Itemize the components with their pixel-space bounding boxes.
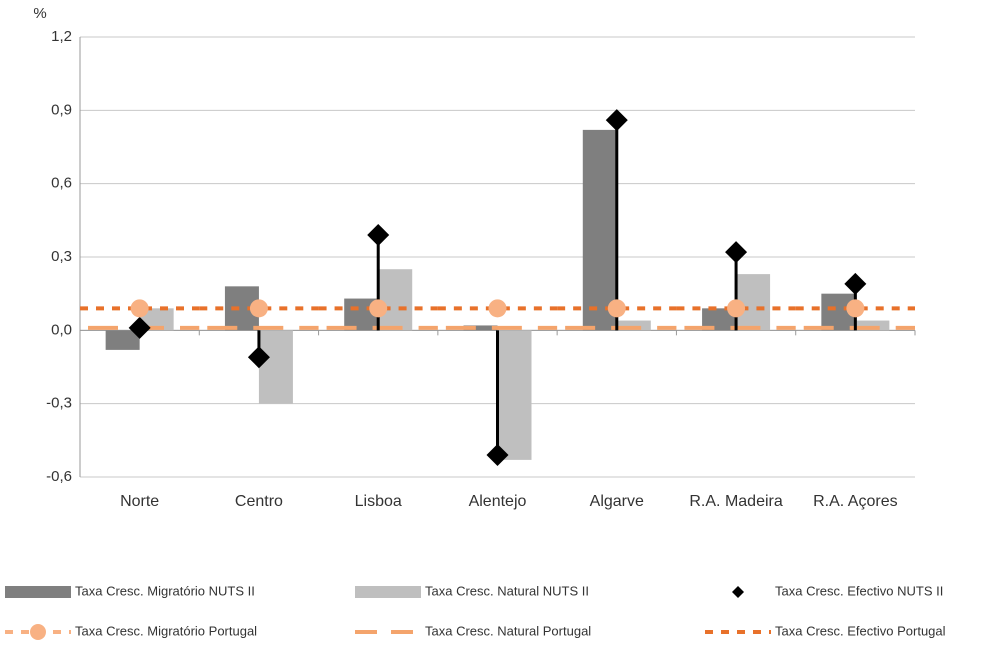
marker xyxy=(247,346,270,369)
legend-label: Taxa Cresc. Natural Portugal xyxy=(425,623,591,638)
y-tick-label: 0,3 xyxy=(51,248,72,265)
y-tick-label: 0,9 xyxy=(51,101,72,118)
legend-swatch xyxy=(5,586,71,598)
bar xyxy=(139,308,174,331)
bar xyxy=(855,320,890,331)
y-tick-label: 1,2 xyxy=(51,28,72,45)
x-tick-label: Algarve xyxy=(590,493,644,510)
legend-swatch xyxy=(355,586,421,598)
y-tick-label: -0,3 xyxy=(46,395,72,412)
x-tick-label: R.A. Açores xyxy=(813,493,897,510)
marker xyxy=(488,299,507,318)
x-tick-label: Centro xyxy=(235,493,283,510)
bar xyxy=(378,269,413,331)
bar xyxy=(616,320,651,331)
legend-swatch xyxy=(30,624,46,640)
bar xyxy=(702,308,737,331)
marker xyxy=(727,299,746,318)
bar xyxy=(258,330,293,404)
legend-label: Taxa Cresc. Efectivo NUTS II xyxy=(775,583,943,598)
x-tick-label: Norte xyxy=(120,493,159,510)
y-tick-label: 0,6 xyxy=(51,175,72,192)
marker xyxy=(607,299,626,318)
legend-label: Taxa Cresc. Natural NUTS II xyxy=(425,583,589,598)
legend-swatch xyxy=(732,586,744,598)
y-tick-label: 0,0 xyxy=(51,321,72,338)
x-tick-label: Alentejo xyxy=(469,493,527,510)
y-tick-label: -0,6 xyxy=(46,468,72,485)
y-axis-label: % xyxy=(33,5,46,22)
marker xyxy=(844,272,867,295)
bar xyxy=(105,330,140,350)
marker xyxy=(605,109,628,132)
marker xyxy=(369,299,388,318)
marker xyxy=(725,241,748,264)
marker xyxy=(128,316,151,339)
x-tick-label: R.A. Madeira xyxy=(689,493,782,510)
x-tick-label: Lisboa xyxy=(355,493,402,510)
marker xyxy=(367,224,390,246)
legend-label: Taxa Cresc. Migratório Portugal xyxy=(75,623,257,638)
marker xyxy=(846,299,865,318)
bar xyxy=(463,325,498,331)
bar xyxy=(582,129,617,331)
marker xyxy=(130,299,149,318)
marker xyxy=(249,299,268,318)
marker xyxy=(486,444,509,466)
bar xyxy=(497,330,532,460)
legend-label: Taxa Cresc. Migratório NUTS II xyxy=(75,583,255,598)
legend-label: Taxa Cresc. Efectivo Portugal xyxy=(775,623,946,638)
